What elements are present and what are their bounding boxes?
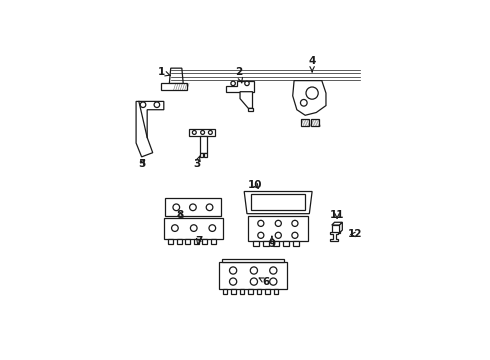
Bar bbox=[222, 288, 227, 294]
Bar bbox=[165, 198, 221, 216]
Circle shape bbox=[229, 278, 237, 285]
Circle shape bbox=[191, 225, 197, 231]
Polygon shape bbox=[340, 222, 343, 233]
Text: 7: 7 bbox=[195, 237, 202, 246]
Bar bbox=[204, 153, 207, 157]
Circle shape bbox=[250, 267, 258, 274]
Polygon shape bbox=[330, 232, 339, 242]
Text: 8: 8 bbox=[177, 210, 184, 220]
Bar bbox=[332, 225, 340, 233]
Circle shape bbox=[190, 204, 196, 211]
Bar bbox=[219, 262, 287, 288]
Circle shape bbox=[206, 204, 213, 211]
Circle shape bbox=[140, 102, 146, 108]
Circle shape bbox=[173, 204, 180, 211]
Polygon shape bbox=[170, 68, 183, 84]
Circle shape bbox=[154, 102, 160, 108]
Circle shape bbox=[292, 220, 298, 226]
Bar bbox=[293, 242, 299, 246]
Text: 4: 4 bbox=[308, 56, 316, 72]
Bar bbox=[211, 239, 216, 244]
Circle shape bbox=[292, 232, 298, 238]
Circle shape bbox=[245, 81, 249, 86]
Bar bbox=[253, 242, 259, 246]
Circle shape bbox=[201, 131, 204, 134]
Circle shape bbox=[300, 99, 307, 106]
Bar bbox=[265, 288, 270, 294]
Polygon shape bbox=[248, 108, 252, 111]
Circle shape bbox=[208, 131, 212, 134]
Bar bbox=[222, 259, 284, 262]
Bar bbox=[248, 288, 253, 294]
Bar bbox=[202, 239, 207, 244]
Bar bbox=[200, 153, 203, 157]
Circle shape bbox=[229, 267, 237, 274]
Polygon shape bbox=[200, 136, 207, 153]
Bar bbox=[185, 239, 190, 244]
Polygon shape bbox=[332, 222, 343, 225]
Bar bbox=[273, 242, 279, 246]
Circle shape bbox=[258, 232, 264, 238]
Text: 6: 6 bbox=[259, 276, 270, 287]
Polygon shape bbox=[226, 81, 254, 92]
Polygon shape bbox=[240, 92, 252, 108]
Circle shape bbox=[270, 267, 277, 274]
Bar bbox=[273, 288, 278, 294]
Circle shape bbox=[250, 278, 258, 285]
Circle shape bbox=[193, 131, 196, 134]
Polygon shape bbox=[301, 120, 309, 126]
Bar bbox=[283, 242, 289, 246]
Text: 9: 9 bbox=[269, 236, 275, 249]
Polygon shape bbox=[244, 192, 312, 214]
Text: 2: 2 bbox=[235, 67, 243, 83]
Bar bbox=[263, 242, 269, 246]
Text: 1: 1 bbox=[157, 67, 170, 77]
Text: 12: 12 bbox=[348, 229, 362, 239]
Circle shape bbox=[270, 278, 277, 285]
Circle shape bbox=[275, 232, 281, 238]
Bar bbox=[164, 218, 223, 239]
Text: 5: 5 bbox=[138, 159, 145, 169]
Polygon shape bbox=[311, 120, 319, 126]
Bar bbox=[240, 288, 245, 294]
Bar bbox=[248, 216, 308, 242]
Polygon shape bbox=[189, 129, 215, 136]
Polygon shape bbox=[251, 194, 305, 210]
Polygon shape bbox=[293, 81, 326, 115]
Text: 11: 11 bbox=[330, 210, 344, 220]
Polygon shape bbox=[136, 102, 164, 157]
Text: 10: 10 bbox=[248, 180, 263, 190]
Circle shape bbox=[172, 225, 178, 231]
Text: 3: 3 bbox=[194, 156, 201, 169]
Polygon shape bbox=[161, 84, 187, 90]
Bar bbox=[194, 239, 199, 244]
Bar bbox=[231, 288, 236, 294]
Bar bbox=[257, 288, 261, 294]
Circle shape bbox=[258, 220, 264, 226]
Circle shape bbox=[231, 81, 235, 86]
Circle shape bbox=[306, 87, 318, 99]
Bar bbox=[168, 239, 173, 244]
Circle shape bbox=[275, 220, 281, 226]
Bar bbox=[176, 239, 182, 244]
Circle shape bbox=[209, 225, 216, 231]
